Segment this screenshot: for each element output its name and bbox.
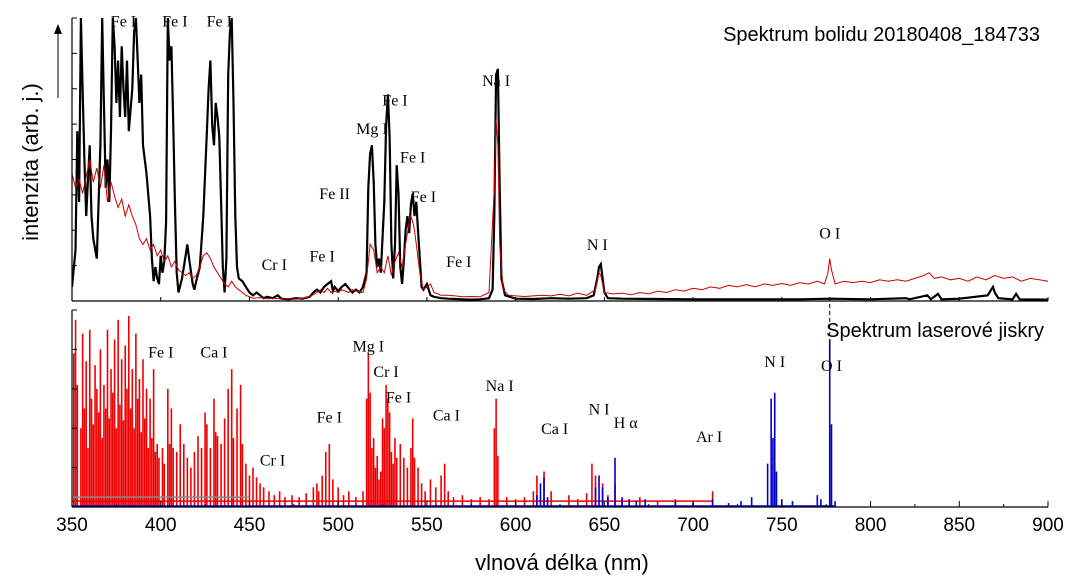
bottom-line-label: Fe I (386, 390, 411, 407)
y-axis-title: intenzita (arb. j.) (18, 83, 43, 241)
x-axis-title: vlnová délka (nm) (475, 550, 649, 575)
x-tick-label: 800 (855, 515, 887, 536)
x-tick-label: 400 (145, 515, 177, 536)
y-arrow-head (54, 24, 62, 34)
bottom-line-label: Ar I (696, 429, 722, 446)
bottom-line-label: Ca I (433, 407, 460, 424)
x-tick-label: 350 (56, 515, 88, 536)
bottom-line-label: N I (589, 401, 610, 418)
top-line-label: Fe I (411, 189, 436, 206)
top-line-label: Fe I (400, 149, 425, 166)
top-line-label: O I (819, 226, 840, 243)
bottom-line-label: Cr I (260, 453, 285, 470)
bottom-line-label: Ca I (541, 421, 568, 438)
top-line-label: Fe I (207, 13, 232, 30)
x-tick-label: 900 (1032, 515, 1064, 536)
x-tick-label: 450 (234, 515, 266, 536)
bottom-line-label: N I (764, 354, 785, 371)
top-panel-title: Spektrum bolidu 20180408_184733 (723, 24, 1040, 46)
x-tick-label: 500 (322, 515, 354, 536)
bottom-line-label: Na I (486, 378, 514, 395)
x-tick-label: 700 (677, 515, 709, 536)
top-line-label: Cr I (262, 257, 287, 274)
top-line-label: N I (587, 237, 608, 254)
bottom-line-label: Fe I (317, 409, 342, 426)
x-tick-label: 750 (766, 515, 798, 536)
bottom-line-label: Ca I (200, 344, 227, 361)
x-tick-label: 550 (411, 515, 443, 536)
top-line-label: Fe I (382, 93, 407, 110)
top-line-label: Fe II (319, 186, 350, 203)
x-tick-label: 850 (943, 515, 975, 536)
top-series-0-line (72, 18, 1048, 301)
top-series-1-line (72, 119, 1048, 300)
x-tick-label: 650 (589, 515, 621, 536)
top-line-label: Fe I (162, 13, 187, 30)
top-line-label: Na I (482, 73, 510, 90)
bottom-line-label: H α (614, 415, 639, 432)
bottom-line-label: Fe I (148, 344, 173, 361)
bottom-line-label: Cr I (373, 364, 398, 381)
x-tick-label: 600 (500, 515, 532, 536)
top-line-label: Mg I (356, 121, 388, 138)
bottom-panel: Fe I Ca I Fe I Cr I Mg I Cr I Fe I Ca I Na I Ca I… (72, 315, 842, 507)
top-line-label: Fe I (446, 254, 471, 271)
axes: 350 400 450 500 550 600 650 700 750 800 850 900 (54, 17, 1064, 536)
bottom-panel-title: Spektrum laserové jiskry (826, 320, 1044, 342)
top-panel: Fe I Fe I Fe I Mg I Fe I Fe I Fe II Fe I Fe I Cr … (72, 13, 1048, 301)
bottom-line-label: Mg I (353, 338, 385, 355)
top-line-label: Fe I (111, 13, 136, 30)
bottom-line-label: O I (821, 358, 842, 375)
top-line-label: Fe I (310, 248, 335, 265)
